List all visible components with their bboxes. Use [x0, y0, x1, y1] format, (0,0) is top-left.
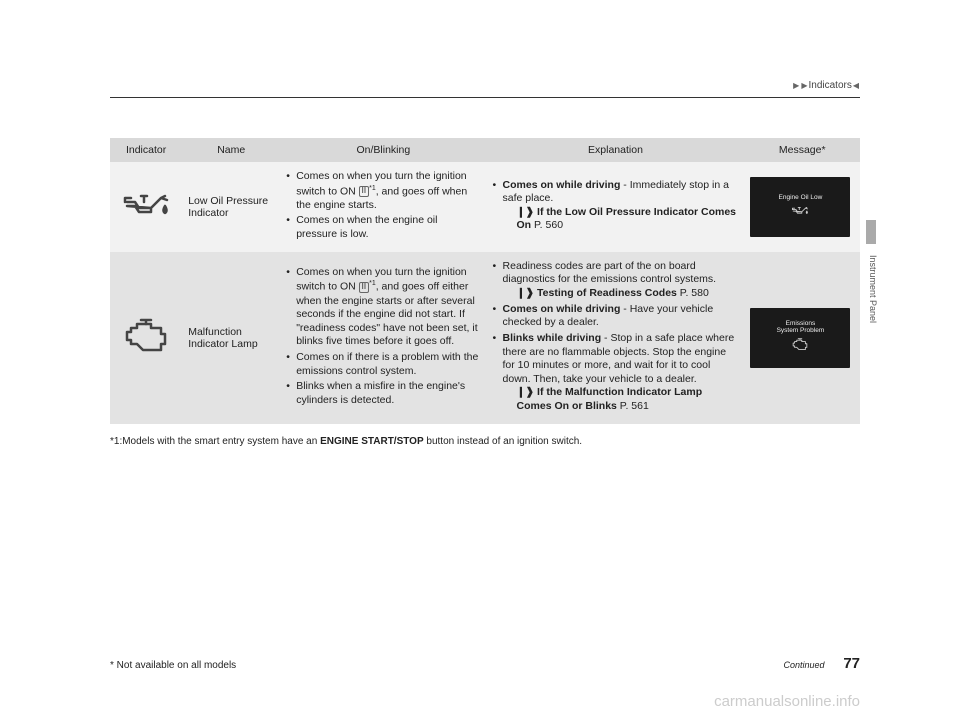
engine-icon [110, 252, 182, 424]
explanation: Comes on while driving - Immediately sto… [487, 162, 745, 252]
on-blinking: Comes on when you turn the ignition swit… [280, 252, 486, 424]
indicator-name: Low Oil Pressure Indicator [182, 162, 280, 252]
on-blinking: Comes on when you turn the ignition swit… [280, 162, 486, 252]
breadcrumb: ▶▶Indicators◀ [110, 80, 860, 91]
divider [110, 97, 860, 98]
message-display: Engine Oil Low [744, 162, 860, 252]
message-display: EmissionsSystem Problem [744, 252, 860, 424]
th-indicator: Indicator [110, 138, 182, 162]
continued-label: Continued [783, 660, 824, 670]
indicator-table: Indicator Name On/Blinking Explanation M… [110, 138, 860, 424]
chevron-icon: ▶ [793, 81, 799, 90]
watermark: carmanualsonline.info [714, 693, 860, 710]
table-row: Low Oil Pressure IndicatorComes on when … [110, 162, 860, 252]
page-number: 77 [843, 655, 860, 672]
oil-icon [110, 162, 182, 252]
indicator-name: Malfunction Indicator Lamp [182, 252, 280, 424]
th-explain: Explanation [487, 138, 745, 162]
footnote-1: *1:Models with the smart entry system ha… [110, 436, 860, 447]
chevron-icon: ▶ [801, 81, 807, 90]
chevron-tail-icon: ◀ [853, 81, 859, 90]
breadcrumb-label: Indicators [808, 80, 851, 91]
th-name: Name [182, 138, 280, 162]
footnote-2: * Not available on all models [110, 660, 236, 671]
explanation: Readiness codes are part of the on board… [487, 252, 745, 424]
footer: * Not available on all models Continued … [110, 655, 860, 672]
side-tab-icon [866, 220, 876, 244]
side-section-label: Instrument Panel [868, 255, 878, 323]
th-message: Message* [744, 138, 860, 162]
table-row: Malfunction Indicator LampComes on when … [110, 252, 860, 424]
th-onblink: On/Blinking [280, 138, 486, 162]
